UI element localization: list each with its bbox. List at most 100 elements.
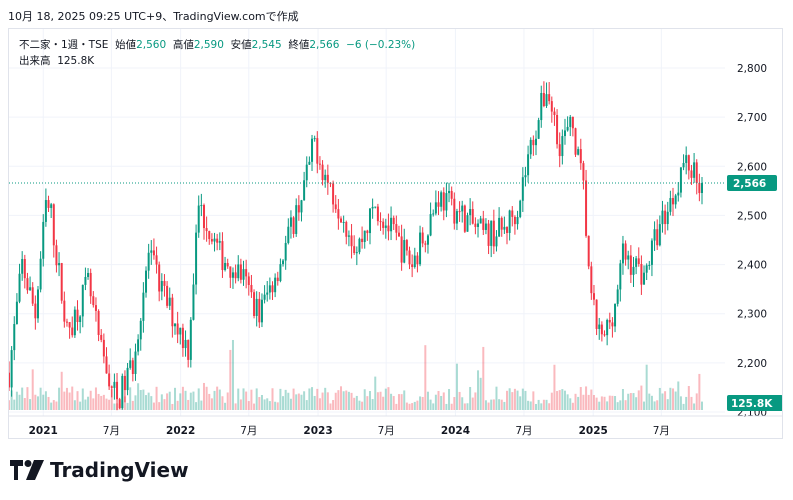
volume-bar xyxy=(656,400,659,410)
volume-bar xyxy=(434,394,437,410)
volume-bar xyxy=(60,371,63,410)
volume-bar xyxy=(245,391,248,410)
volume-bar xyxy=(685,396,688,410)
candle-body xyxy=(10,350,13,388)
price-tick-label: 2,500 xyxy=(737,210,767,222)
volume-bar xyxy=(147,392,150,410)
volume-bar xyxy=(513,388,516,410)
candle-body xyxy=(674,195,677,205)
candle-body xyxy=(39,258,42,290)
tradingview-logo[interactable]: TradingView xyxy=(10,456,189,484)
candle-body xyxy=(587,235,590,267)
volume-bar xyxy=(397,394,400,410)
candle-body xyxy=(432,213,435,215)
time-tick-label: 2022 xyxy=(166,425,195,437)
volume-bar xyxy=(313,395,316,410)
candle-body xyxy=(58,263,61,266)
volume-bar xyxy=(500,399,503,410)
candle-body xyxy=(421,232,424,244)
candle-body xyxy=(616,289,619,304)
volume-bar xyxy=(258,397,261,410)
volume-bar xyxy=(289,398,292,410)
candle-body xyxy=(237,264,240,279)
candle-body xyxy=(340,218,343,223)
candle-body xyxy=(669,198,672,212)
candle-body xyxy=(677,192,680,196)
volume-bar xyxy=(65,387,68,410)
candle-body xyxy=(603,334,606,336)
symbol-label[interactable]: 不二家・1週・TSE xyxy=(19,39,109,51)
candle-body xyxy=(621,243,624,264)
volume-bar xyxy=(129,387,132,410)
volume-bar xyxy=(695,393,698,410)
candle-body xyxy=(556,114,559,145)
volume-bar xyxy=(318,398,321,410)
volume-bar xyxy=(50,402,53,410)
candle-body xyxy=(163,280,166,286)
time-tick-label: 7月 xyxy=(653,425,670,437)
candle-body xyxy=(205,228,208,232)
candle-body xyxy=(226,262,229,267)
volume-bar xyxy=(340,386,343,410)
price-chart[interactable]: 2,1002,2002,3002,4002,5002,6002,7002,800… xyxy=(9,29,783,439)
volume-bar xyxy=(292,388,295,410)
volume-bar xyxy=(44,391,47,410)
volume-bar xyxy=(358,400,361,410)
candle-body xyxy=(68,322,71,328)
volume-bar xyxy=(640,385,643,410)
volume-bar xyxy=(463,403,466,410)
volume-bar xyxy=(506,390,509,410)
volume-bar xyxy=(284,389,287,410)
volume-bar xyxy=(187,399,190,410)
candle-body xyxy=(658,224,661,246)
candle-body xyxy=(63,300,66,322)
candle-body xyxy=(666,211,669,225)
candle-body xyxy=(545,94,548,106)
candle-body xyxy=(84,276,87,285)
candle-body xyxy=(350,235,353,247)
candle-body xyxy=(71,327,74,336)
candle-body xyxy=(561,136,564,157)
candle-body xyxy=(250,284,253,293)
candle-body xyxy=(355,252,358,254)
volume-bar xyxy=(516,390,519,410)
candle-body xyxy=(690,170,693,178)
candle-body xyxy=(379,221,382,223)
candle-body xyxy=(695,162,698,183)
candle-body xyxy=(650,240,653,265)
volume-bar xyxy=(495,386,498,410)
candle-body xyxy=(521,177,524,201)
volume-bar xyxy=(123,396,126,410)
candle-body xyxy=(450,190,453,199)
volume-bar xyxy=(287,392,290,410)
candle-body xyxy=(337,209,340,219)
candle-body xyxy=(334,204,337,210)
volume-bar xyxy=(102,394,105,410)
volume-bar xyxy=(34,394,37,410)
volume-bar xyxy=(527,400,530,410)
candle-body xyxy=(129,360,132,368)
candle-body xyxy=(234,272,237,279)
volume-bar xyxy=(556,391,559,410)
volume-bar xyxy=(92,398,95,410)
chart-panel[interactable]: 2,100 2,200 2,300 2,400 2,500 2,600 2,700 2,800… xyxy=(8,28,783,439)
candle-body xyxy=(231,272,234,278)
candle-body xyxy=(361,238,364,243)
candle-body xyxy=(274,277,277,293)
volume-bar xyxy=(690,396,693,410)
volume-bar xyxy=(616,402,619,410)
candle-body xyxy=(608,319,611,323)
candle-body xyxy=(629,255,632,275)
candle-body xyxy=(506,226,509,233)
candle-body xyxy=(295,205,298,234)
volume-bar xyxy=(29,399,32,410)
volume-bar xyxy=(598,401,601,410)
volume-bar xyxy=(76,391,79,410)
volume-bar xyxy=(701,401,703,410)
volume-bar xyxy=(200,400,203,410)
candle-body xyxy=(76,309,79,322)
volume-bar xyxy=(424,345,427,410)
candle-body xyxy=(413,255,416,268)
candle-body xyxy=(508,210,511,233)
volume-bar xyxy=(321,392,324,410)
